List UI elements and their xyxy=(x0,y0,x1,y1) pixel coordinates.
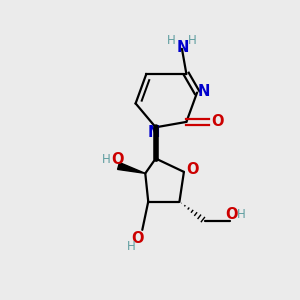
Text: H: H xyxy=(188,34,197,47)
Text: H: H xyxy=(127,240,135,253)
Text: N: N xyxy=(176,40,189,55)
Text: H: H xyxy=(167,34,176,47)
Text: N: N xyxy=(148,125,161,140)
Text: O: O xyxy=(186,162,199,177)
Text: O: O xyxy=(225,207,238,222)
Text: O: O xyxy=(111,152,123,167)
Text: N: N xyxy=(197,84,210,99)
Text: H: H xyxy=(102,153,110,166)
Polygon shape xyxy=(118,163,145,173)
Text: O: O xyxy=(211,114,223,129)
Text: H: H xyxy=(237,208,246,221)
Text: O: O xyxy=(132,231,144,246)
